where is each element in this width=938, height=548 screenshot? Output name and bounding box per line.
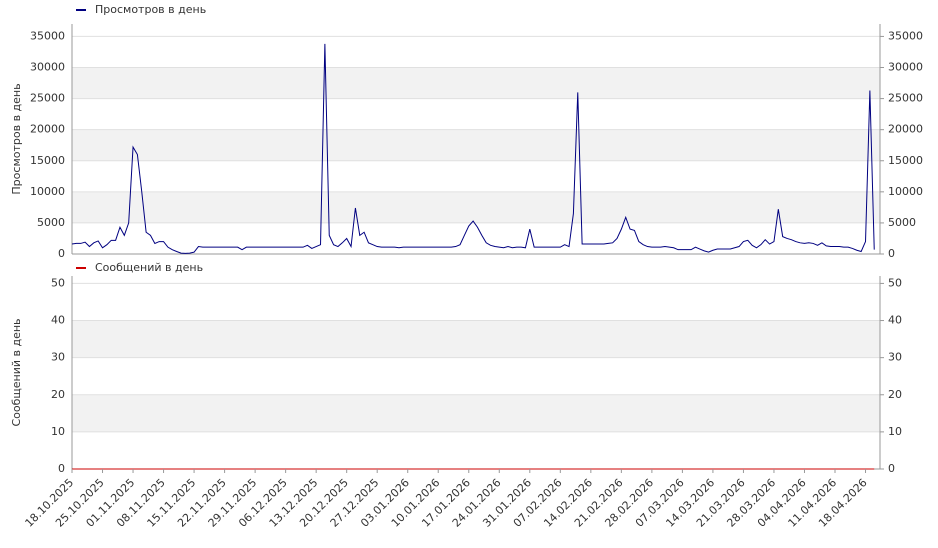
- grid-band: [72, 394, 880, 432]
- y-tick-label-right: 40: [888, 314, 902, 327]
- grid-band: [72, 191, 880, 223]
- y-tick-label: 0: [58, 462, 65, 475]
- y-tick-label-right: 20000: [888, 123, 923, 136]
- legend-label: Сообщений в день: [95, 261, 203, 274]
- grid-band: [72, 129, 880, 161]
- line-series: [71, 43, 875, 254]
- y-axis-title: Сообщений в день: [10, 318, 23, 426]
- y-tick-label-right: 0: [888, 462, 895, 475]
- y-tick-label: 30000: [30, 61, 65, 74]
- y-tick-label: 30: [51, 351, 65, 364]
- y-tick-label-right: 50: [888, 276, 902, 289]
- y-tick-label-right: 30000: [888, 61, 923, 74]
- y-tick-label: 15000: [30, 154, 65, 167]
- y-tick-label-right: 25000: [888, 92, 923, 105]
- y-tick-label-right: 20: [888, 388, 902, 401]
- y-tick-label: 40: [51, 314, 65, 327]
- y-tick-label: 5000: [37, 216, 65, 229]
- y-tick-label: 0: [58, 247, 65, 260]
- y-tick-label: 50: [51, 276, 65, 289]
- y-tick-label: 35000: [30, 29, 65, 42]
- grid-band: [72, 67, 880, 99]
- y-tick-label-right: 30: [888, 351, 902, 364]
- grid-band: [72, 320, 880, 358]
- y-tick-label-right: 15000: [888, 154, 923, 167]
- y-tick-label-right: 35000: [888, 29, 923, 42]
- y-tick-label: 10000: [30, 185, 65, 198]
- y-tick-label-right: 5000: [888, 216, 916, 229]
- y-axis-title: Просмотров в день: [10, 83, 23, 194]
- y-tick-label: 10: [51, 425, 65, 438]
- y-tick-label: 20000: [30, 123, 65, 136]
- y-tick-label-right: 10: [888, 425, 902, 438]
- y-tick-label: 25000: [30, 92, 65, 105]
- y-tick-label-right: 10000: [888, 185, 923, 198]
- y-tick-label: 20: [51, 388, 65, 401]
- y-tick-label-right: 0: [888, 247, 895, 260]
- legend-label: Просмотров в день: [95, 3, 206, 16]
